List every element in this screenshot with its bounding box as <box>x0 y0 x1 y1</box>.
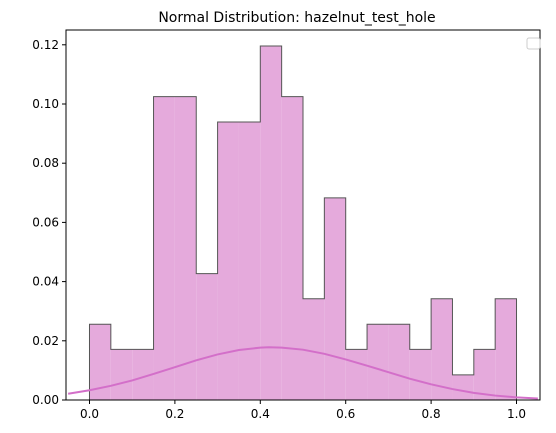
y-tick-label: 0.08 <box>32 156 59 170</box>
normal-curve-layer <box>67 346 538 400</box>
y-tick-label: 0.06 <box>32 215 59 229</box>
histogram-bar <box>174 96 197 400</box>
histogram-bar <box>303 298 325 400</box>
x-tick-label: 1.0 <box>507 407 526 421</box>
x-tick-label: 0.6 <box>336 407 355 421</box>
histogram-bar <box>388 324 410 400</box>
histogram-bar <box>260 45 282 400</box>
histogram-bar <box>196 273 218 400</box>
normal-curve <box>67 346 538 400</box>
y-tick-label: 0.02 <box>32 334 59 348</box>
histogram-bar <box>345 349 368 400</box>
x-tick-label: 0.8 <box>422 407 441 421</box>
histogram-bar <box>409 349 432 400</box>
histogram-bar <box>281 96 303 400</box>
y-tick-label: 0.12 <box>32 38 59 52</box>
histogram-bar <box>473 349 496 400</box>
y-tick-label: 0.10 <box>32 97 59 111</box>
histogram-bars <box>88 45 518 400</box>
histogram-bar <box>153 96 175 400</box>
legend-box <box>526 37 541 50</box>
histogram-bar <box>452 374 474 400</box>
histogram-bar <box>217 122 239 400</box>
chart-title: Normal Distribution: hazelnut_test_hole <box>158 10 435 26</box>
histogram-bar <box>110 349 133 400</box>
plot-frame <box>65 29 541 401</box>
histogram-bar <box>238 122 261 400</box>
histogram-bar <box>324 197 346 400</box>
y-tick-label: 0.04 <box>32 275 59 289</box>
histogram-bar <box>132 349 154 400</box>
y-tick-label: 0.00 <box>32 393 59 407</box>
x-tick-label: 0.0 <box>80 407 99 421</box>
x-tick-label: 0.2 <box>165 407 184 421</box>
histogram-bar <box>495 298 517 400</box>
histogram-bar <box>89 324 111 400</box>
x-tick-label: 0.4 <box>251 407 270 421</box>
histogram-bar <box>367 324 389 400</box>
histogram-outline <box>88 45 518 400</box>
axes: 0.0 0.2 0.4 0.6 0.8 1.0 0.00 0.02 0.04 0.06 0.08 0.… <box>32 29 541 421</box>
histogram-bar <box>431 298 453 400</box>
